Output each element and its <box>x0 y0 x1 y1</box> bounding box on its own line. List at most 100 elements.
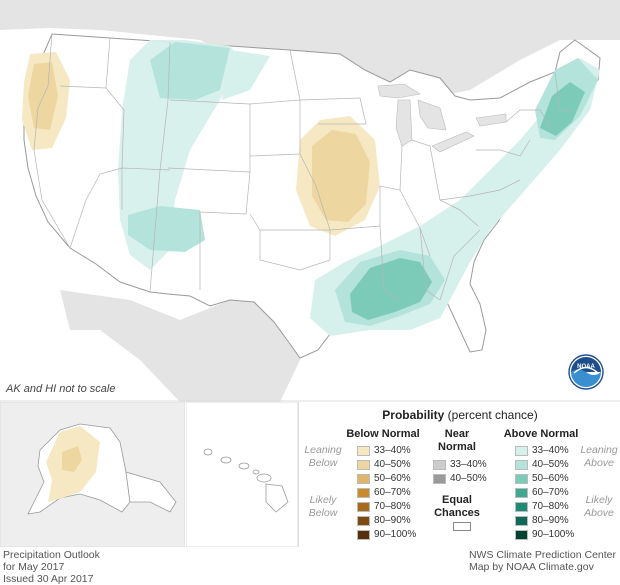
leaning-above-line1: Leaning <box>580 444 618 456</box>
legend-title-rest: (percent chance) <box>444 408 538 422</box>
above-swatch <box>515 445 528 456</box>
noaa-logo-icon: NOAA <box>568 354 604 390</box>
leaning-above-line2: Above <box>584 457 614 469</box>
near-legend-row: 33–40% <box>433 458 487 471</box>
above-swatch <box>515 515 528 526</box>
above-swatch-label: 33–40% <box>532 445 569 456</box>
above-legend-row: 33–40% <box>515 444 569 457</box>
alaska-inset <box>0 402 185 547</box>
below-legend-row: 40–50% <box>357 458 411 471</box>
above-legend-row: 40–50% <box>515 458 569 471</box>
below-40-midwest <box>312 130 370 222</box>
below-legend-row: 90–100% <box>357 528 416 541</box>
likely-above-label: Likely Above <box>579 494 619 520</box>
below-swatch <box>357 487 370 498</box>
likely-below-line1: Likely <box>309 494 337 506</box>
above-50-new-england <box>540 82 585 136</box>
legend-panel: Probability (percent chance) Below Norma… <box>298 402 620 547</box>
below-swatch <box>357 445 370 456</box>
caption-line3: Issued 30 Apr 2017 <box>3 573 94 585</box>
above-swatch <box>515 529 528 540</box>
above-swatch-label: 70–80% <box>532 501 569 512</box>
leaning-below-label: Leaning Below <box>301 444 345 470</box>
outlook-caption: Precipitation Outlook for May 2017 Issue… <box>3 549 100 585</box>
below-swatch <box>357 459 370 470</box>
below-swatch-label: 60–70% <box>374 487 411 498</box>
credit-line2: Map by NOAA Climate.gov <box>468 561 594 573</box>
mexico-land <box>60 290 300 402</box>
below-legend-row: 80–90% <box>357 514 411 527</box>
legend-title-bold: Probability <box>382 408 445 422</box>
legend-title: Probability (percent chance) <box>299 408 620 422</box>
likely-above-line1: Likely <box>585 494 613 506</box>
leaning-below-line1: Leaning <box>304 444 342 456</box>
above-swatch-label: 40–50% <box>532 459 569 470</box>
near-normal-heading: Near Normal <box>427 428 487 454</box>
lake-erie <box>431 131 475 153</box>
below-swatch <box>357 501 370 512</box>
above-50-gulf <box>350 258 432 320</box>
not-to-scale-note: AK and HI not to scale <box>6 383 116 395</box>
below-swatch <box>357 515 370 526</box>
below-swatch-label: 80–90% <box>374 515 411 526</box>
near-swatch <box>433 459 446 470</box>
caption-line2: for May 2017 <box>3 561 65 573</box>
equal-chances-heading: Equal Chances <box>427 494 487 520</box>
likely-above-line2: Above <box>584 507 614 519</box>
above-40-northern-rockies <box>150 42 230 100</box>
below-legend-row: 33–40% <box>357 444 411 457</box>
below-swatch <box>357 529 370 540</box>
below-swatch-label: 33–40% <box>374 445 411 456</box>
above-40-southwest <box>128 206 205 252</box>
noaa-logo-text: NOAA <box>577 364 595 370</box>
above-swatch-label: 50–60% <box>532 473 569 484</box>
near-legend-row: 40–50% <box>433 472 487 485</box>
alaska-panhandle <box>125 471 177 513</box>
near-swatch-label: 33–40% <box>450 459 487 470</box>
lake-michigan <box>395 99 413 147</box>
equal-chances-swatch <box>453 522 471 531</box>
likely-below-label: Likely Below <box>301 494 345 520</box>
below-legend-row: 50–60% <box>357 472 411 485</box>
equal-chances-line2: Chances <box>434 507 480 519</box>
likely-below-line2: Below <box>308 507 338 519</box>
near-swatch-label: 40–50% <box>450 473 487 484</box>
credit-caption: NWS Climate Prediction Center Map by NOA… <box>469 549 616 573</box>
above-normal-heading: Above Normal <box>503 428 579 440</box>
above-legend-row: 50–60% <box>515 472 569 485</box>
above-legend-row: 80–90% <box>515 514 569 527</box>
above-leaning-montana <box>222 50 270 100</box>
below-swatch-label: 70–80% <box>374 501 411 512</box>
above-swatch <box>515 459 528 470</box>
equal-chances-line1: Equal <box>442 494 472 506</box>
below-swatch-label: 40–50% <box>374 459 411 470</box>
above-legend-row: 90–100% <box>515 528 574 541</box>
above-swatch <box>515 487 528 498</box>
above-swatch-label: 90–100% <box>532 529 575 540</box>
below-swatch <box>357 473 370 484</box>
near-normal-line1: Near <box>444 428 470 440</box>
lake-huron <box>417 99 447 131</box>
near-swatch <box>433 473 446 484</box>
above-swatch-label: 60–70% <box>532 487 569 498</box>
hawaii-islands <box>203 448 289 513</box>
alaska-below-40 <box>62 446 82 472</box>
above-swatch <box>515 473 528 484</box>
above-legend-row: 70–80% <box>515 500 569 513</box>
below-normal-heading: Below Normal <box>346 428 420 440</box>
leaning-below-line2: Below <box>308 457 338 469</box>
below-legend-row: 70–80% <box>357 500 411 513</box>
leaning-above-label: Leaning Above <box>579 444 619 470</box>
above-legend-row: 60–70% <box>515 486 569 499</box>
below-40-pacific-nw <box>28 62 58 130</box>
lake-superior <box>377 83 421 99</box>
hawaii-inset <box>186 402 298 547</box>
above-swatch-label: 80–90% <box>532 515 569 526</box>
state-borders <box>33 33 573 301</box>
credit-line1: NWS Climate Prediction Center <box>468 549 616 561</box>
below-swatch-label: 90–100% <box>374 529 417 540</box>
below-swatch-label: 50–60% <box>374 473 411 484</box>
near-normal-line2: Normal <box>438 441 476 453</box>
below-legend-row: 60–70% <box>357 486 411 499</box>
